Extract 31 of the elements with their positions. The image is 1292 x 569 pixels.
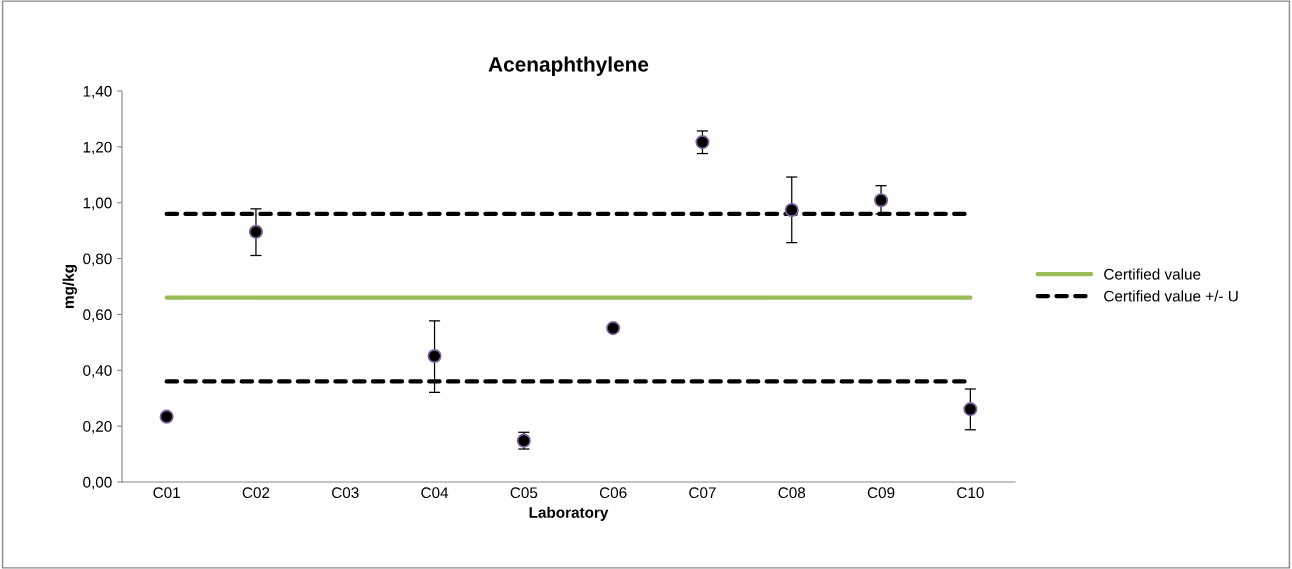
y-tick-label: 1,20: [83, 141, 112, 155]
point: [606, 321, 621, 336]
x-tick-label: C10: [957, 487, 984, 499]
x-axis-title: Laboratory: [529, 506, 609, 521]
x-tick-label: C08: [778, 487, 806, 499]
x-tick-label: C03: [332, 487, 359, 499]
x-tick-label: C01: [153, 487, 180, 499]
x-tick-label: C05: [510, 487, 538, 499]
x-tick-label: C09: [867, 487, 895, 499]
point: [159, 409, 174, 424]
y-tick-label: 0,20: [83, 421, 112, 434]
y-tick-label: 1,40: [83, 85, 112, 99]
y-tick-label: 0,80: [83, 253, 112, 267]
point: [427, 348, 442, 364]
y-tick-label: 1,00: [83, 197, 112, 211]
y-axis-title: mg/kg: [62, 265, 77, 308]
point: [248, 224, 263, 239]
point: [874, 193, 889, 208]
point: [784, 202, 799, 218]
x-tick-label: C02: [242, 487, 270, 499]
point: [695, 135, 710, 150]
legend-label: Certified value +/- U: [1104, 290, 1238, 302]
y-tick-label: 0,60: [83, 309, 112, 322]
chart-title: Acenaphthylene: [488, 56, 649, 76]
x-tick-label: C04: [421, 487, 449, 499]
point: [963, 402, 978, 417]
y-tick-label: 0,40: [83, 365, 112, 378]
y-tick-label: 0,00: [83, 476, 112, 490]
x-tick-label: C06: [599, 487, 627, 499]
legend-label: Certified value: [1104, 268, 1201, 280]
x-tick-label: C07: [689, 487, 716, 499]
